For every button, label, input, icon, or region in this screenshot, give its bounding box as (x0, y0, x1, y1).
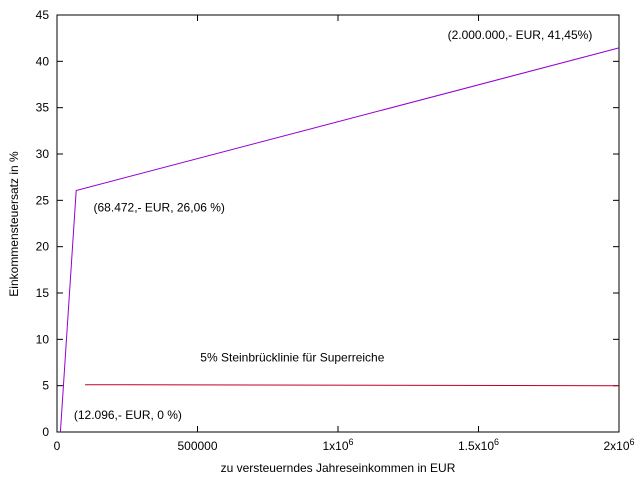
x-tick-label: 1.5x106 (458, 437, 499, 453)
y-tick-label: 25 (36, 193, 50, 207)
x-tick-label: 500000 (177, 439, 217, 453)
y-tick-label: 40 (36, 54, 50, 68)
plot-frame (56, 14, 620, 433)
y-axis-label: Einkommensteuersatz in % (7, 151, 21, 297)
y-tick-label: 35 (36, 101, 50, 115)
y-tick-label: 30 (36, 147, 50, 161)
x-axis-label: zu versteuerndes Jahreseinkommen in EUR (221, 461, 456, 475)
axis-ticks: 0 500000 1x106 1.5x106 2x106 0 5 10 15 20 25 30 35 40… (36, 8, 635, 453)
y-tick-label: 10 (36, 332, 50, 346)
x-tick-label: 2x106 (603, 437, 634, 453)
annotation-label: (2.000.000,- EUR, 41,45%) (448, 28, 593, 42)
series-lines (59, 47, 620, 433)
x-tick-exponent: 6 (349, 437, 354, 447)
series-line-0 (59, 47, 620, 433)
y-tick-label: 15 (36, 286, 50, 300)
y-tick-label: 45 (36, 8, 50, 22)
x-tick-label: 1x106 (322, 437, 353, 453)
x-tick-exponent: 6 (630, 437, 635, 447)
annotation-label: (68.472,- EUR, 26,06 %) (94, 200, 225, 214)
series-line-1 (85, 384, 620, 387)
y-tick-label: 20 (36, 240, 50, 254)
x-tick-exponent: 6 (494, 437, 499, 447)
y-tick-label: 5 (42, 379, 49, 393)
annotation-label: (12.096,- EUR, 0 %) (74, 408, 182, 422)
annotation-label: 5% Steinbrücklinie für Superreiche (200, 351, 384, 365)
x-tick-label: 0 (54, 439, 61, 453)
annotations: (2.000.000,- EUR, 41,45%) (68.472,- EUR, … (74, 28, 592, 422)
y-tick-label: 0 (42, 425, 49, 439)
